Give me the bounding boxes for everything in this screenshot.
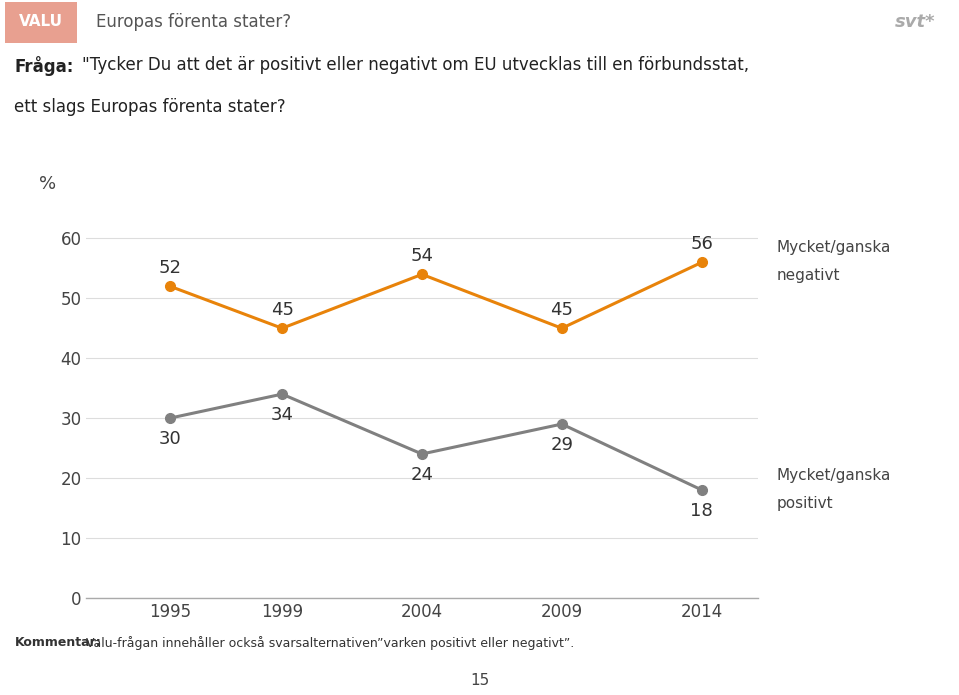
Text: Kommentar:: Kommentar: [14,636,101,649]
Text: Europas förenta stater?: Europas förenta stater? [96,13,291,31]
Text: Mycket/ganska: Mycket/ganska [777,468,891,483]
Text: 45: 45 [270,301,293,319]
Text: Valu-frågan innehåller också svarsalternativen”varken positivt eller negativt”.: Valu-frågan innehåller också svarsaltern… [82,636,573,650]
Text: 15: 15 [470,673,489,688]
Text: negativt: negativt [777,268,840,284]
Text: 24: 24 [410,466,433,484]
Text: 52: 52 [159,259,181,277]
Text: 56: 56 [690,236,713,254]
Text: svt*: svt* [895,13,935,31]
Text: 45: 45 [550,301,573,319]
Text: %: % [39,175,57,193]
Text: 29: 29 [550,436,573,454]
Text: Mycket/ganska: Mycket/ganska [777,240,891,256]
Text: VALU: VALU [19,14,63,29]
Text: "Tycker Du att det är positivt eller negativt om EU utvecklas till en förbundsst: "Tycker Du att det är positivt eller neg… [82,56,749,74]
Text: ett slags Europas förenta stater?: ett slags Europas förenta stater? [14,98,286,116]
Text: Fråga:: Fråga: [14,56,74,76]
Text: positivt: positivt [777,496,833,511]
FancyBboxPatch shape [5,2,77,43]
Text: 30: 30 [159,430,181,448]
Text: 54: 54 [410,247,433,265]
Text: 18: 18 [690,502,713,520]
Text: 34: 34 [270,406,293,424]
